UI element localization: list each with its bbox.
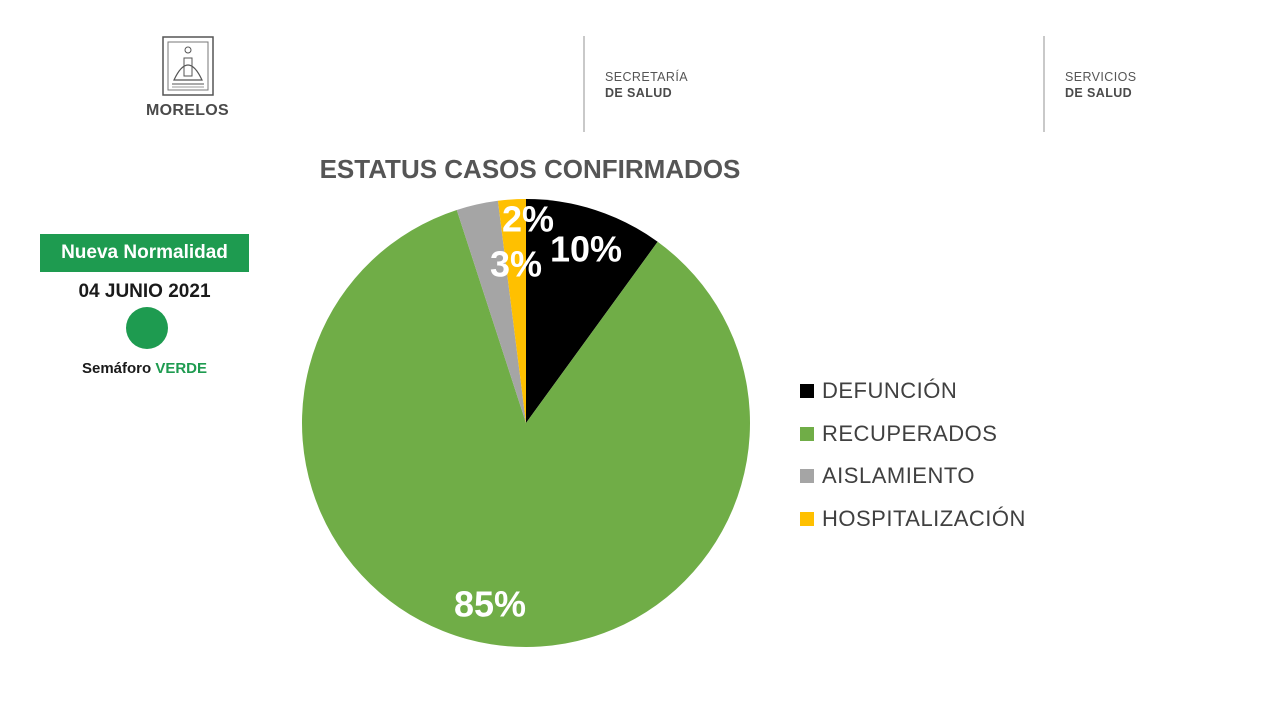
semaforo-label: Semáforo [81, 360, 152, 377]
header-divider-2 [1043, 36, 1045, 132]
chart-title: ESTATUS CASOS CONFIRMADOS [319, 154, 741, 184]
data-label-recuperados: 85% [454, 584, 526, 625]
legend-item: RECUPERADOS [800, 413, 1026, 456]
pie-slice-aislamiento [456, 200, 526, 423]
semaforo-value: VERDE [155, 360, 208, 377]
header-divider-1 [583, 36, 585, 132]
legend-label: AISLAMIENTO [822, 463, 976, 489]
legend-label: RECUPERADOS [822, 420, 998, 446]
dept-line2: DE SALUD [605, 86, 673, 100]
traffic-light-dot [126, 307, 168, 349]
chart-legend: DEFUNCIÓN RECUPERADOS AISLAMIENTO HOSPITALI… [800, 370, 1026, 540]
semaforo-text: Semáforo VERDE [40, 360, 249, 377]
legend-label: DEFUNCIÓN [822, 378, 958, 404]
legend-label: HOSPITALIZACIÓN [822, 505, 1026, 531]
dept-line1: SERVICIOS [1065, 70, 1137, 84]
dept-servicios: SERVICIOS DE SALUD [1065, 69, 1136, 101]
logo-text: MORELOS [146, 102, 229, 119]
legend-swatch [800, 469, 814, 484]
pie-slice-recuperados [301, 209, 750, 648]
dept-line1: SECRETARÍA [605, 70, 688, 84]
status-badge: Nueva Normalidad [40, 234, 249, 272]
legend-item: DEFUNCIÓN [800, 370, 1026, 413]
legend-item: AISLAMIENTO [800, 455, 1026, 498]
pie-slice-hospitalización [497, 199, 526, 423]
dept-line2: DE SALUD [1065, 86, 1133, 100]
pie-slice-defunción [526, 199, 658, 423]
report-date: 04 JUNIO 2021 [78, 281, 211, 302]
data-label-defunción: 10% [550, 229, 622, 270]
morelos-logo: MORELOS [140, 36, 235, 126]
state-seal-icon [162, 36, 214, 96]
legend-swatch [800, 426, 814, 441]
dept-secretaria: SECRETARÍA DE SALUD [605, 69, 688, 101]
legend-item: HOSPITALIZACIÓN [800, 498, 1026, 541]
data-label-hospitalización: 2% [502, 199, 554, 240]
data-label-aislamiento: 3% [490, 244, 542, 285]
legend-swatch [800, 511, 814, 526]
legend-swatch [800, 384, 814, 399]
